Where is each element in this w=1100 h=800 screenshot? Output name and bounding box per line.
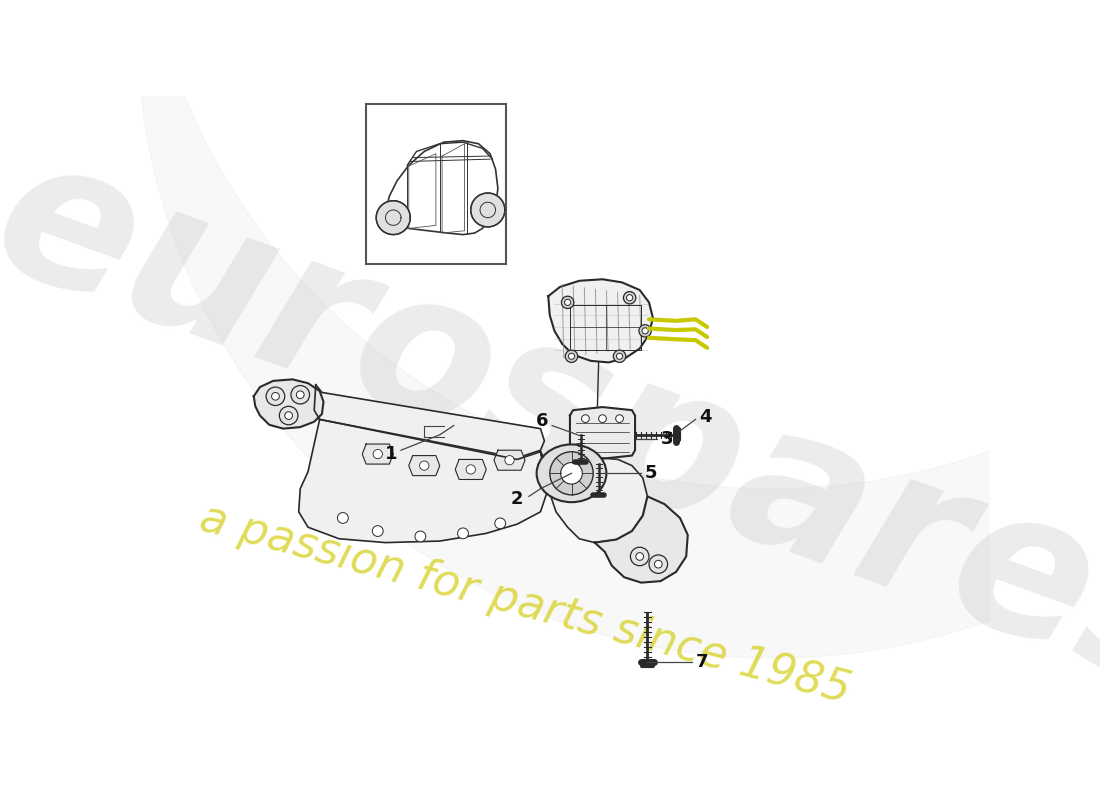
Polygon shape [540,452,648,542]
Circle shape [272,393,279,400]
Circle shape [636,553,644,560]
Circle shape [582,414,590,422]
Polygon shape [471,193,505,227]
Text: 7: 7 [695,653,708,671]
Circle shape [614,350,626,362]
Circle shape [415,531,426,542]
Circle shape [639,325,651,337]
Bar [366,104,506,264]
Circle shape [290,386,309,404]
Polygon shape [595,496,688,582]
Text: 6: 6 [536,412,548,430]
Circle shape [338,513,349,523]
Circle shape [279,406,298,425]
Polygon shape [362,444,394,464]
Circle shape [373,450,383,458]
Polygon shape [455,459,486,479]
Circle shape [561,462,582,484]
Polygon shape [494,450,525,470]
Circle shape [505,455,514,465]
Circle shape [495,518,506,529]
Text: 3: 3 [661,430,673,448]
Text: 4: 4 [700,408,712,426]
Polygon shape [376,201,410,234]
Circle shape [616,414,624,422]
Circle shape [561,296,574,309]
Circle shape [616,353,623,359]
Polygon shape [570,407,635,458]
Circle shape [296,391,304,398]
Circle shape [285,412,293,419]
Ellipse shape [537,445,606,502]
Circle shape [598,414,606,422]
Text: 1: 1 [385,445,397,463]
Polygon shape [254,379,323,429]
Text: eurospares: eurospares [0,118,1100,737]
Circle shape [372,526,383,537]
Circle shape [624,291,636,304]
Text: 5: 5 [645,464,658,482]
Circle shape [266,387,285,406]
Text: a passion for parts since 1985: a passion for parts since 1985 [195,497,855,712]
Polygon shape [409,455,440,476]
Circle shape [550,452,593,495]
Circle shape [630,547,649,566]
Circle shape [565,350,578,362]
Circle shape [569,353,574,359]
Text: 2: 2 [510,490,524,509]
Circle shape [649,555,668,574]
Circle shape [466,465,475,474]
Polygon shape [548,279,653,362]
Circle shape [642,328,648,334]
Circle shape [564,299,571,306]
Polygon shape [299,419,548,542]
Circle shape [627,294,632,301]
Circle shape [458,528,469,538]
Circle shape [419,461,429,470]
Polygon shape [315,385,544,458]
Circle shape [654,560,662,568]
